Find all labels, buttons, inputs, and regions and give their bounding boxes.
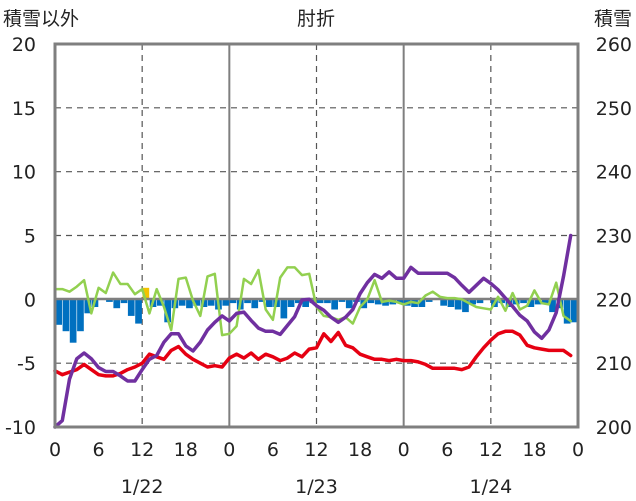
bar <box>186 299 193 309</box>
bar <box>77 299 84 332</box>
x-tick-label: 0 <box>398 439 410 461</box>
bar <box>266 299 273 307</box>
right-tick-label: 260 <box>596 34 632 56</box>
bar <box>295 299 302 304</box>
bar <box>534 299 542 305</box>
bar <box>287 299 295 307</box>
bar <box>425 299 433 302</box>
bar <box>62 299 70 332</box>
bar <box>338 299 346 302</box>
left-tick-label: -5 <box>17 353 36 375</box>
bar <box>527 299 535 307</box>
bar <box>244 299 251 304</box>
bar <box>222 299 230 306</box>
right-tick-label: 240 <box>596 162 632 184</box>
bar <box>316 299 324 304</box>
bar <box>229 299 237 304</box>
bar <box>135 299 142 324</box>
bar <box>563 299 571 324</box>
bar <box>440 299 447 306</box>
bar <box>462 299 469 313</box>
right-tick-label: 230 <box>596 226 632 248</box>
bar <box>454 299 462 310</box>
x-tick-label: 18 <box>522 439 546 461</box>
bar <box>469 299 476 305</box>
x-tick-label: 0 <box>49 439 61 461</box>
left-axis-label: 積雪以外 <box>3 8 79 30</box>
series-line <box>53 266 572 337</box>
bar <box>142 287 150 300</box>
bar <box>113 299 121 309</box>
chart-title: 肘折 <box>297 8 335 30</box>
bar <box>258 299 266 302</box>
bar <box>251 299 259 309</box>
bar <box>178 299 186 306</box>
bar <box>571 299 578 323</box>
x-tick-label: 12 <box>479 439 503 461</box>
bar <box>207 299 215 306</box>
x-tick-label: 18 <box>174 439 198 461</box>
left-tick-label: 5 <box>24 226 36 248</box>
x-tick-label: 12 <box>304 439 328 461</box>
bar <box>396 299 404 304</box>
plot-frame <box>53 42 580 429</box>
bar <box>120 299 128 304</box>
bar <box>374 299 382 305</box>
bar <box>280 299 288 319</box>
bar <box>302 299 309 307</box>
bar <box>84 299 92 314</box>
bar <box>324 299 331 304</box>
bar <box>549 299 556 313</box>
x-tick-label: 18 <box>348 439 372 461</box>
bar <box>157 299 164 306</box>
tick-labels: -10 -5 0 5 10 15 20 200 210 220 230 240 250 260 0 6 12 18… <box>5 34 632 498</box>
right-tick-label: 250 <box>596 98 632 120</box>
bar <box>367 299 375 304</box>
gridlines <box>55 44 578 427</box>
x-tick-label: 0 <box>223 439 235 461</box>
left-tick-label: 0 <box>24 289 36 311</box>
bar <box>418 299 426 307</box>
x-tick-label: 6 <box>441 439 453 461</box>
bar <box>542 299 549 305</box>
left-tick-label: 15 <box>12 98 36 120</box>
bar <box>476 299 484 304</box>
right-axis-label: 積雪 <box>594 8 632 30</box>
x-tick-label: 0 <box>572 439 584 461</box>
line-series <box>53 233 573 429</box>
bar <box>69 299 77 343</box>
left-tick-label: 20 <box>12 34 36 56</box>
series-line <box>53 329 573 378</box>
bar <box>520 299 527 304</box>
left-tick-label: 10 <box>12 162 36 184</box>
bar <box>55 299 62 325</box>
bar <box>345 299 353 309</box>
bar <box>164 299 171 323</box>
right-tick-label: 210 <box>596 353 632 375</box>
bar <box>193 299 200 306</box>
bar <box>331 299 338 310</box>
bar <box>200 299 208 307</box>
bar <box>127 299 135 316</box>
day-label: 1/23 <box>295 476 338 498</box>
left-tick-label: -10 <box>5 417 36 439</box>
series-line <box>53 233 573 429</box>
bar <box>447 299 455 307</box>
bar <box>106 299 113 302</box>
x-tick-label: 6 <box>267 439 279 461</box>
day-label: 1/24 <box>469 476 512 498</box>
x-tick-label: 6 <box>93 439 105 461</box>
right-tick-label: 200 <box>596 417 632 439</box>
day-label: 1/22 <box>121 476 164 498</box>
x-tick-label: 12 <box>130 439 154 461</box>
right-tick-label: 220 <box>596 289 632 311</box>
